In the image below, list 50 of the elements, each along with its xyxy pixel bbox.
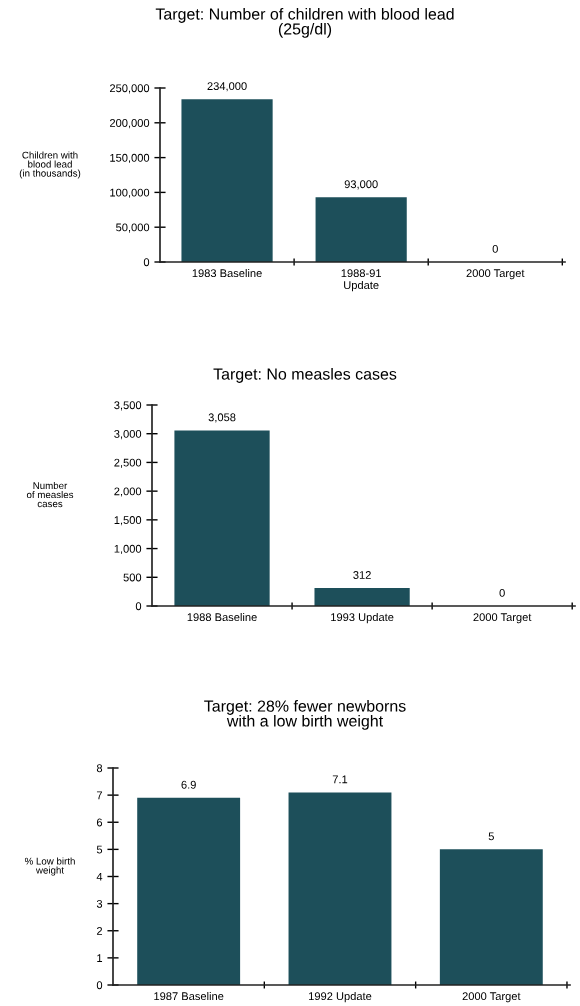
- y-axis-title: % Low birth weight: [24, 857, 75, 876]
- x-tick-label: 2000 Target: [462, 992, 521, 1003]
- bar: [137, 797, 241, 985]
- x-tick-label: 1992 Update: [309, 991, 372, 1003]
- y-tick-label: 3,000: [114, 429, 142, 440]
- y-tick-label: 3,500: [114, 401, 142, 411]
- y-tick-label: 5: [96, 845, 103, 854]
- y-tick-label: 500: [123, 573, 142, 582]
- y-tick-label: 250,000: [109, 84, 150, 94]
- y-tick-label: 200,000: [109, 119, 150, 129]
- bar: [439, 849, 543, 985]
- y-tick-label: 1,500: [114, 516, 142, 526]
- y-tick-label: 0: [135, 602, 142, 611]
- chart-title: Target: No measles cases: [213, 368, 397, 383]
- data-label: 3,058: [208, 413, 236, 423]
- y-tick-label: 150,000: [110, 153, 150, 164]
- y-tick-label: 0: [143, 258, 150, 267]
- data-label: 312: [353, 571, 371, 579]
- x-tick-label: 1983 Baseline: [192, 268, 262, 278]
- y-tick-label: 4: [96, 872, 103, 881]
- y-tick-label: 2,500: [114, 458, 142, 468]
- data-label: 0: [499, 588, 505, 597]
- y-tick-label: 2,000: [114, 487, 142, 497]
- x-tick-label: 2000 Target: [466, 269, 525, 280]
- y-tick-label: 0: [96, 981, 103, 990]
- data-label: 93,000: [344, 180, 378, 190]
- data-label: 234,000: [207, 82, 247, 92]
- x-tick-label: 1988 Baseline: [187, 612, 257, 622]
- data-label: 6.9: [181, 780, 196, 789]
- bar: [288, 792, 392, 985]
- data-label: 0: [492, 244, 498, 253]
- y-tick-label: 3: [96, 899, 103, 908]
- y-axis-title: Number of measles cases: [26, 481, 74, 508]
- x-tick-label: 1988-91 Update: [341, 269, 382, 292]
- data-label: 5: [488, 832, 494, 841]
- y-tick-label: 1: [97, 954, 103, 962]
- chart-title: Target: Number of children with blood lead (25g/dl): [155, 8, 454, 38]
- y-tick-label: 100,000: [110, 188, 150, 198]
- y-tick-label: 1,000: [114, 544, 142, 555]
- data-label: 7.1: [332, 775, 348, 784]
- y-tick-label: 2: [96, 927, 103, 935]
- x-tick-label: 2000 Target: [473, 613, 532, 624]
- y-tick-label: 6: [96, 818, 103, 827]
- y-tick-label: 7: [96, 791, 103, 800]
- chart-title: Target: 28% fewer newborns with a low birth weight: [204, 700, 406, 730]
- x-tick-label: 1993 Update: [331, 612, 394, 624]
- y-tick-label: 8: [96, 764, 103, 773]
- y-axis-title: Children with blood lead (in thousands): [19, 151, 81, 179]
- y-tick-label: 50,000: [116, 223, 150, 233]
- x-tick-label: 1987 Baseline: [154, 991, 224, 1001]
